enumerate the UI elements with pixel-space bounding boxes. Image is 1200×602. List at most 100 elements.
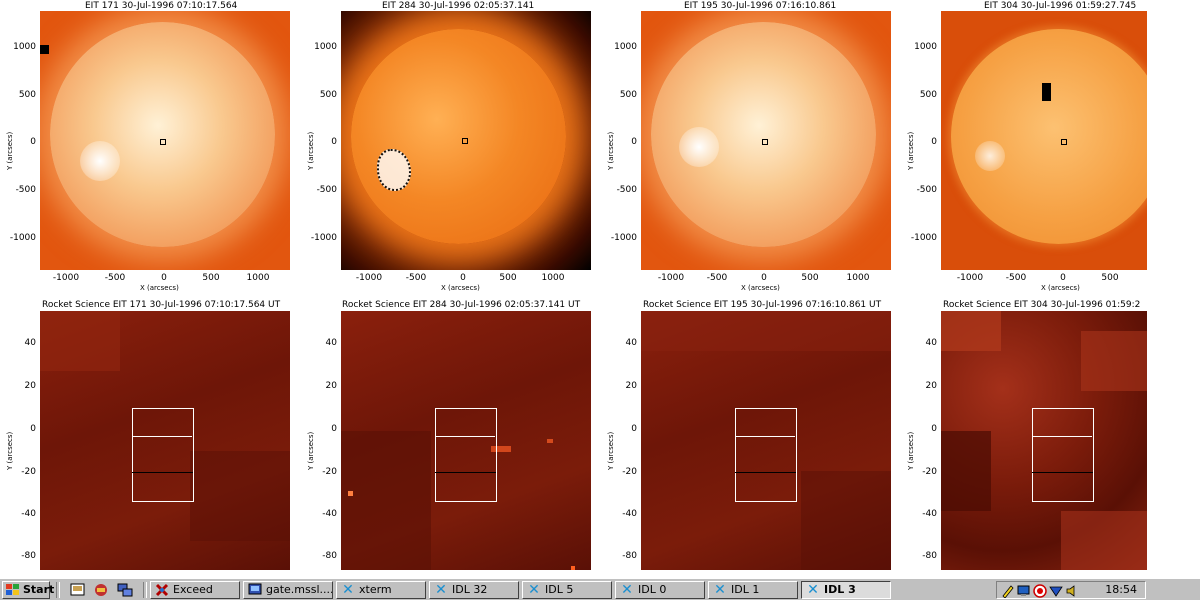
system-tray: 18:54 (996, 581, 1146, 599)
y-tick: -500 (15, 185, 36, 195)
taskbar-button-exceed[interactable]: Exceed (150, 581, 240, 599)
x-tick: -500 (706, 273, 728, 283)
y-tick: 500 (619, 90, 637, 100)
x-icon: ✕ (342, 582, 354, 598)
taskbar-button-idl1[interactable]: ✕ IDL 1 (708, 581, 798, 599)
y-tick: 40 (925, 338, 937, 348)
x-tick: -500 (104, 273, 126, 283)
taskbar-button-idl3[interactable]: ✕ IDL 3 (801, 581, 891, 599)
taskbar-separator (56, 582, 60, 598)
x-tick: 0 (1060, 273, 1066, 283)
x-tick: -1000 (956, 273, 984, 283)
x-tick: 500 (499, 273, 517, 283)
x-tick: 500 (801, 273, 819, 283)
y-tick: 0 (931, 424, 937, 434)
x-tick: 1000 (246, 273, 270, 283)
y-tick: -80 (21, 551, 36, 561)
x-tick: 0 (761, 273, 767, 283)
windows-logo-icon (6, 584, 19, 596)
y-tick: -40 (322, 509, 337, 519)
y-tick: -20 (922, 467, 937, 477)
y-tick: 500 (319, 90, 337, 100)
terminal-icon (248, 583, 262, 597)
x-axis-label: X (arcsecs) (1041, 284, 1080, 292)
pencil-icon[interactable] (1001, 583, 1015, 599)
y-tick: -500 (916, 185, 937, 195)
taskbar-button-label: gate.mssl.... (266, 583, 333, 596)
taskbar-button-xterm[interactable]: ✕ xterm (336, 581, 426, 599)
app-icon[interactable] (93, 582, 109, 598)
y-tick: 0 (631, 137, 637, 147)
x-icon: ✕ (807, 582, 819, 598)
sun-image (341, 11, 591, 270)
taskbar-button-label: xterm (359, 583, 392, 596)
x-icon: ✕ (435, 582, 447, 598)
taskbar-button-label: IDL 32 (452, 583, 488, 596)
taskbar-button-idl32[interactable]: ✕ IDL 32 (429, 581, 519, 599)
y-axis-label: Y (arcsecs) (307, 431, 315, 470)
x-tick: 500 (202, 273, 220, 283)
x-axis-label: X (arcsecs) (741, 284, 780, 292)
taskbar-button-label: IDL 0 (638, 583, 667, 596)
y-tick: -20 (21, 467, 36, 477)
x-tick: 0 (161, 273, 167, 283)
x-icon: ✕ (621, 582, 633, 598)
x-tick: 0 (460, 273, 466, 283)
y-tick: 0 (931, 137, 937, 147)
speaker-icon[interactable] (1065, 583, 1079, 597)
network-icon[interactable] (117, 582, 133, 598)
x-tick: 500 (1101, 273, 1119, 283)
y-tick: 0 (331, 137, 337, 147)
monitor-icon[interactable] (1017, 583, 1031, 597)
taskbar-button-gate[interactable]: gate.mssl.... (243, 581, 333, 599)
y-tick: 1000 (614, 42, 637, 52)
y-tick: -40 (21, 509, 36, 519)
x-icon: ✕ (528, 582, 540, 598)
y-tick: 1000 (914, 42, 937, 52)
network-status-icon[interactable] (1049, 583, 1063, 597)
panel-title: Rocket Science EIT 195 30-Jul-1996 07:16… (643, 300, 882, 310)
record-icon[interactable] (1033, 583, 1047, 598)
panel-title: Rocket Science EIT 171 30-Jul-1996 07:10… (42, 300, 281, 310)
x-tick: -1000 (355, 273, 383, 283)
x-tick: -500 (1005, 273, 1027, 283)
start-button[interactable]: Start (2, 581, 54, 599)
zoom-image (641, 311, 891, 570)
y-tick: 0 (30, 137, 36, 147)
clock[interactable]: 18:54 (1105, 583, 1137, 596)
y-tick: 40 (325, 338, 337, 348)
sun-image (941, 11, 1147, 270)
y-tick: -80 (322, 551, 337, 561)
taskbar-button-idl0[interactable]: ✕ IDL 0 (615, 581, 705, 599)
panel-title: EIT 304 30-Jul-1996 01:59:27.745 (984, 1, 1137, 11)
x-tick: -1000 (657, 273, 685, 283)
x-tick: -500 (405, 273, 427, 283)
x-axis-label: X (arcsecs) (441, 284, 480, 292)
x-tick: 1000 (541, 273, 565, 283)
panel-title: Rocket Science EIT 284 30-Jul-1996 02:05… (342, 300, 581, 310)
y-tick: -1000 (310, 233, 337, 243)
taskbar-button-label: IDL 5 (545, 583, 574, 596)
exceed-icon (155, 583, 169, 597)
zoom-image (941, 311, 1147, 570)
taskbar-button-label: IDL 1 (731, 583, 760, 596)
y-tick: -20 (322, 467, 337, 477)
taskbar-button-label: Exceed (173, 583, 213, 596)
sun-image (641, 11, 891, 270)
y-tick: -1000 (9, 233, 36, 243)
y-tick: 20 (925, 381, 937, 391)
y-tick: 20 (625, 381, 637, 391)
y-tick: 20 (24, 381, 36, 391)
y-tick: 500 (18, 90, 36, 100)
panel-title: EIT 195 30-Jul-1996 07:16:10.861 (684, 1, 837, 11)
sun-image (40, 11, 290, 270)
start-label: Start (23, 583, 55, 596)
y-tick: -20 (622, 467, 637, 477)
y-tick: -1000 (910, 233, 937, 243)
x-axis-label: X (arcsecs) (140, 284, 179, 292)
taskbar-button-idl5[interactable]: ✕ IDL 5 (522, 581, 612, 599)
y-tick: -1000 (610, 233, 637, 243)
desktop-icon[interactable] (70, 582, 86, 598)
x-icon: ✕ (714, 582, 726, 598)
y-tick: 40 (24, 338, 36, 348)
